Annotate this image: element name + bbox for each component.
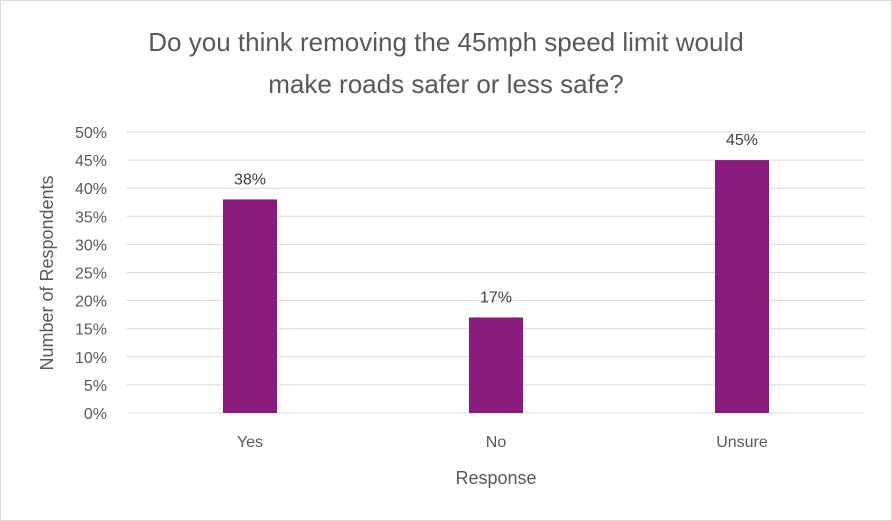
y-tick-label: 10% [75,350,107,367]
x-tick-label-no: No [486,434,507,451]
chart-title-line-1: Do you think removing the 45mph speed li… [148,27,743,57]
y-tick-label: 35% [75,209,107,226]
y-tick-label: 45% [75,153,107,170]
y-axis-label: Number of Respondents [37,175,57,370]
x-axis-label: Response [455,468,536,488]
data-label-yes: 38% [234,171,266,188]
data-labels: 38% 17% 45% [234,132,758,306]
y-tick-label: 25% [75,266,107,283]
x-tick-label-yes: Yes [237,434,263,451]
y-tick-label: 15% [75,322,107,339]
data-label-unsure: 45% [726,132,758,149]
data-label-no: 17% [480,289,512,306]
y-tick-label: 0% [84,406,107,423]
chart-title-line-2: make roads safer or less safe? [268,69,624,99]
x-tick-label-unsure: Unsure [716,434,768,451]
y-tick-label: 20% [75,294,107,311]
bar-unsure [715,160,769,413]
bars [223,160,769,413]
y-tick-label: 40% [75,181,107,198]
y-axis-ticks: 0% 5% 10% 15% 20% 25% 30% 35% 40% 45% 50% [75,125,107,423]
y-tick-label: 5% [84,378,107,395]
bar-yes [223,199,277,413]
x-axis-ticks: Yes No Unsure [237,434,768,451]
bar-no [469,317,523,413]
y-tick-label: 30% [75,237,107,254]
y-tick-label: 50% [75,125,107,142]
